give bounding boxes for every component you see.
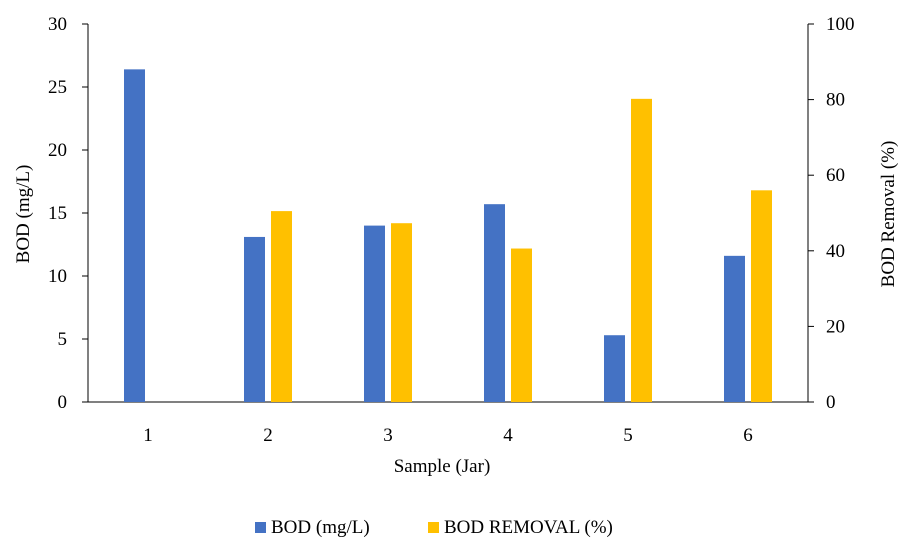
bar-bod (124, 69, 145, 403)
x-tick-label: 5 (623, 425, 633, 446)
x-tick-label: 4 (503, 425, 513, 446)
bar-bod-removal (631, 98, 652, 403)
y-right-tick-label: 0 (826, 392, 836, 413)
bar-bod (484, 204, 505, 402)
axes-layer (87, 24, 809, 403)
bar-bod-removal (391, 223, 412, 402)
y-right-tick-label: 80 (826, 90, 845, 111)
y-right-tick-label: 60 (826, 165, 845, 186)
y-left-tick-label: 20 (48, 140, 67, 161)
y-left-tick-label: 15 (48, 203, 67, 224)
bar-bod-removal (271, 211, 292, 402)
bar-bod (604, 335, 625, 402)
bars-layer (124, 69, 772, 403)
x-tick-label: 6 (743, 425, 753, 446)
y-left-tick-label: 10 (48, 266, 67, 287)
y-left-tick-label: 0 (58, 392, 68, 413)
ticks-layer: 0 5 10 15 20 25 30 0 20 40 60 80 100 1 2 3 4 5 6 (48, 14, 855, 446)
y-right-tick-label: 40 (826, 241, 845, 262)
legend-label-bod: BOD (mg/L) (271, 517, 370, 538)
x-tick-label: 1 (143, 425, 153, 446)
bar-bod (724, 255, 745, 402)
legend-label-bod-removal: BOD REMOVAL (%) (444, 517, 613, 538)
y-right-tick-label: 100 (826, 14, 855, 35)
x-tick-label: 2 (263, 425, 273, 446)
x-tick-label: 3 (383, 425, 393, 446)
legend-swatch-bod (255, 522, 266, 533)
y-right-tick-label: 20 (826, 316, 845, 337)
bar-bod-removal (751, 190, 772, 402)
y-left-axis-title: BOD (mg/L) (13, 165, 34, 264)
bar-bod-removal (511, 248, 532, 402)
legend-swatch-bod-removal (428, 522, 439, 533)
bar-bod (244, 236, 265, 402)
bar-bod (364, 225, 385, 402)
legend: BOD (mg/L) BOD REMOVAL (%) (255, 517, 613, 538)
y-left-tick-label: 5 (58, 329, 68, 350)
y-left-tick-label: 25 (48, 77, 67, 98)
y-left-tick-label: 30 (48, 14, 67, 35)
y-right-axis-title: BOD Removal (%) (878, 141, 899, 288)
x-axis-title: Sample (Jar) (394, 456, 491, 477)
